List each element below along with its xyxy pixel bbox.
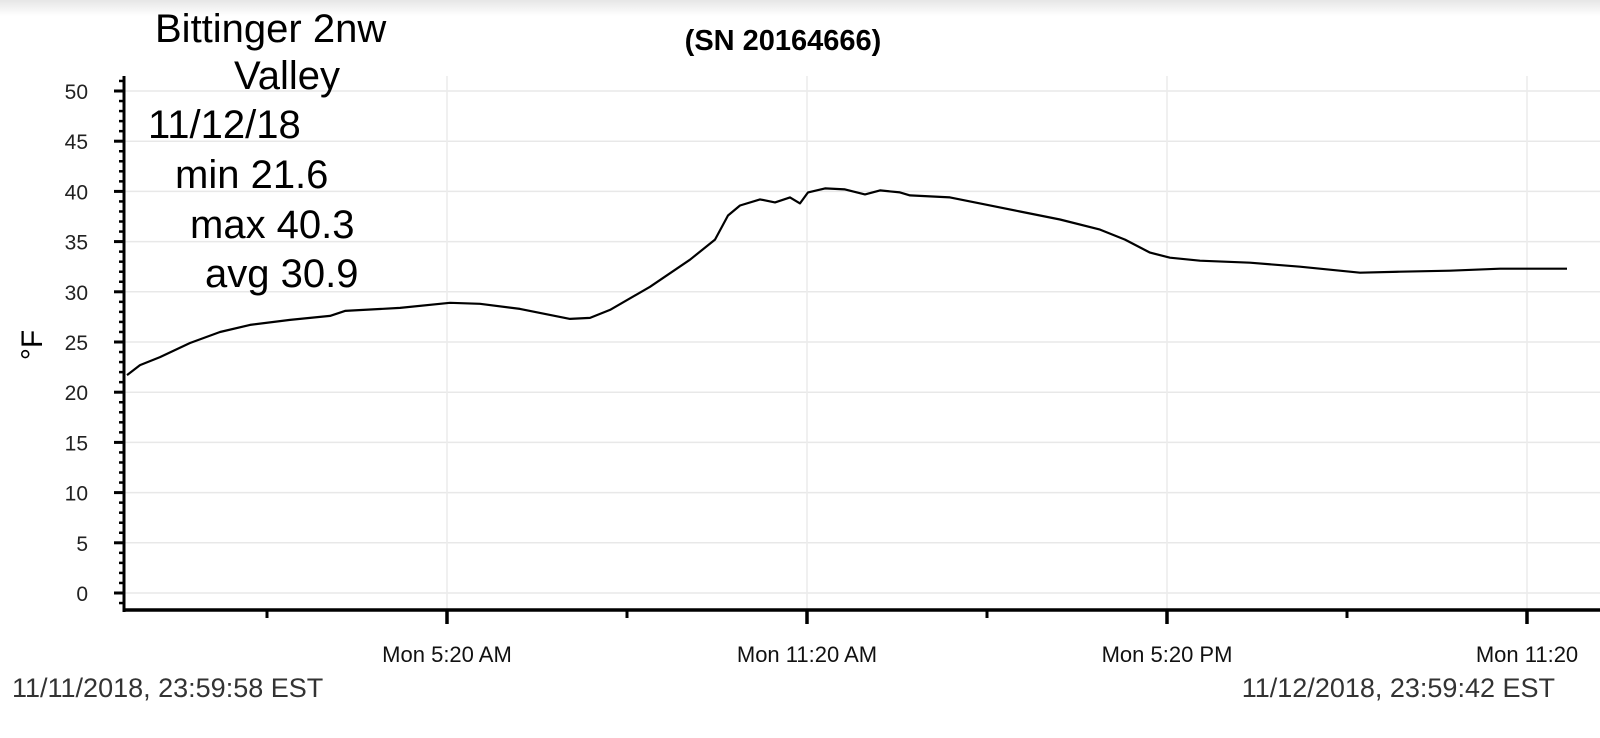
y-tick-label: 50 xyxy=(65,81,88,104)
y-tick-label: 20 xyxy=(65,382,88,405)
y-tick-label: 10 xyxy=(65,483,88,506)
chart-title: (SN 20164666) xyxy=(685,25,882,57)
min-stat: min 21.6 xyxy=(175,153,329,197)
x-tick-label: Mon 11:20 AM xyxy=(737,642,877,667)
x-tick-label: Mon 5:20 PM xyxy=(1102,642,1233,667)
y-tick-label: 0 xyxy=(76,583,88,606)
y-tick-label: 25 xyxy=(65,332,88,355)
range-end: 11/12/2018, 23:59:42 EST xyxy=(1241,673,1555,703)
y-tick-label: 45 xyxy=(65,131,88,154)
x-tick-label: Mon 5:20 AM xyxy=(382,642,512,667)
y-tick-label: 35 xyxy=(65,232,88,255)
temperature-line xyxy=(126,187,1567,376)
top-shadow xyxy=(0,0,1600,16)
y-axis-label: °F xyxy=(16,330,49,360)
grid xyxy=(124,75,1600,610)
range-start: 11/11/2018, 23:59:58 EST xyxy=(12,673,324,703)
x-tick-label: Mon 11:20 xyxy=(1476,642,1578,667)
site-name: Valley xyxy=(234,54,340,98)
avg-stat: avg 30.9 xyxy=(205,252,359,296)
y-tick-label: 30 xyxy=(65,282,88,305)
y-tick-label: 5 xyxy=(76,533,88,556)
station-name: Bittinger 2nw xyxy=(155,7,387,51)
y-tick-label: 15 xyxy=(65,432,88,455)
max-stat: max 40.3 xyxy=(190,203,355,247)
y-tick-label: 40 xyxy=(65,181,88,204)
axes: 0 5 10 15 20 25 30 35 40 45 50 Mon 5:20 AM Mon 11:20… xyxy=(65,75,1600,667)
date-label: 11/12/18 xyxy=(148,103,301,147)
